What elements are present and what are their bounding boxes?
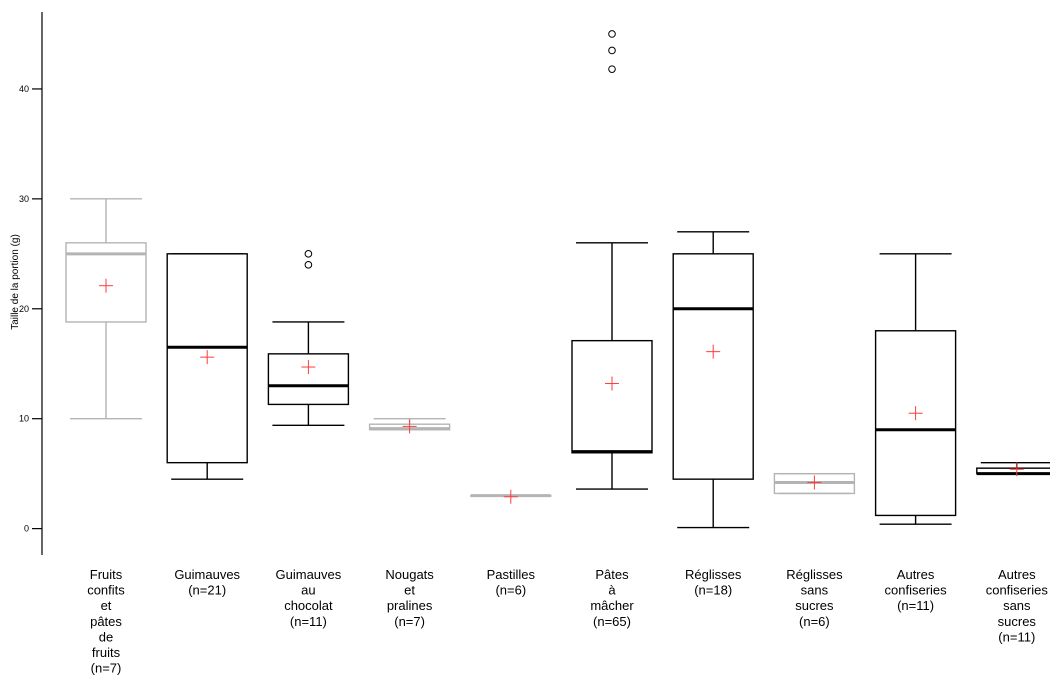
category-label-line: pralines [387, 598, 433, 613]
category-label-line: chocolat [284, 598, 333, 613]
category-label-line: de [99, 629, 113, 644]
outlier-point [304, 250, 313, 258]
box-group [166, 253, 248, 480]
box [874, 330, 957, 517]
box [571, 339, 653, 454]
box-group [672, 231, 754, 529]
category-label: Fruits confits et pâtes de fruits (n=7) [87, 567, 125, 676]
category-label-line: Autres [897, 567, 935, 582]
y-tick-label: 0 [24, 524, 29, 534]
category-label-line: (n=6) [495, 583, 526, 598]
category-label-line: (n=18) [694, 583, 732, 598]
outlier-point [608, 30, 616, 38]
y-axis: 0 10 20 30 40 [19, 12, 43, 555]
category-label: Guimauves au chocolat (n=11) [276, 567, 342, 629]
category-label: Guimauves (n=21) [174, 567, 240, 598]
box-group [571, 30, 653, 490]
category-label-line: (n=11) [897, 598, 934, 613]
category-label-line: et [101, 598, 112, 613]
category-label-line: confits [87, 583, 125, 598]
category-label: Pâtes à mâcher (n=65) [590, 567, 634, 629]
y-tick-label: 40 [19, 84, 29, 94]
category-label-line: sans [801, 583, 829, 598]
category-label-line: (n=7) [394, 614, 425, 629]
category-label-line: Guimauves [174, 567, 240, 582]
category-label-line: Réglisses [685, 567, 742, 582]
category-label-line: Guimauves [276, 567, 342, 582]
category-label-line: Réglisses [786, 567, 843, 582]
y-tick-label: 30 [19, 194, 29, 204]
category-label-line: (n=65) [593, 614, 631, 629]
category-label-line: (n=21) [188, 583, 226, 598]
category-label: Réglisses sans sucres (n=6) [786, 567, 843, 629]
y-axis-label: Taille de la portion (g) [10, 234, 21, 330]
box-group [368, 418, 451, 434]
category-label: Pastilles (n=6) [487, 567, 536, 598]
y-tick-label: 10 [19, 414, 29, 424]
category-label-line: (n=6) [799, 614, 830, 629]
box [267, 353, 350, 406]
category-label-line: Pâtes [595, 567, 629, 582]
box-group [470, 489, 552, 504]
category-label-line: au [301, 583, 315, 598]
category-label: Réglisses (n=18) [685, 567, 742, 598]
category-label-line: sans [1003, 598, 1031, 613]
category-labels: Fruits confits et pâtes de fruits (n=7)Guimauv… [87, 567, 1048, 676]
category-label-line: Pastilles [487, 567, 536, 582]
category-label-line: mâcher [590, 598, 634, 613]
box-group [976, 461, 1050, 477]
outlier-point [608, 46, 616, 55]
category-label-line: (n=7) [91, 661, 122, 676]
category-label-line: Autres [998, 567, 1036, 582]
box-group [65, 198, 147, 420]
boxes [65, 30, 1050, 529]
category-label-line: pâtes [90, 614, 122, 629]
category-label-line: (n=11) [290, 614, 327, 629]
category-label: Autres confiseries (n=11) [885, 567, 948, 613]
box-group [874, 253, 957, 525]
outlier-point [304, 261, 313, 269]
category-label: Nougats et pralines (n=7) [385, 567, 434, 629]
category-label-line: à [608, 583, 616, 598]
box [672, 253, 754, 480]
category-label-line: confiseries [885, 583, 948, 598]
category-label-line: Nougats [385, 567, 434, 582]
box-group [267, 250, 350, 426]
category-label: Autres confiseries sans sucres (n=11) [986, 567, 1049, 644]
category-label-line: confiseries [986, 583, 1049, 598]
outlier-point [608, 65, 616, 73]
category-label-line: fruits [92, 645, 121, 660]
category-label-line: sucres [998, 614, 1037, 629]
category-label-line: (n=11) [998, 629, 1035, 644]
category-label-line: Fruits [90, 567, 123, 582]
y-tick-label: 20 [19, 304, 29, 314]
category-label-line: et [404, 583, 415, 598]
box-group [773, 472, 856, 495]
box [65, 242, 147, 323]
box [166, 253, 248, 464]
category-label-line: sucres [795, 598, 834, 613]
